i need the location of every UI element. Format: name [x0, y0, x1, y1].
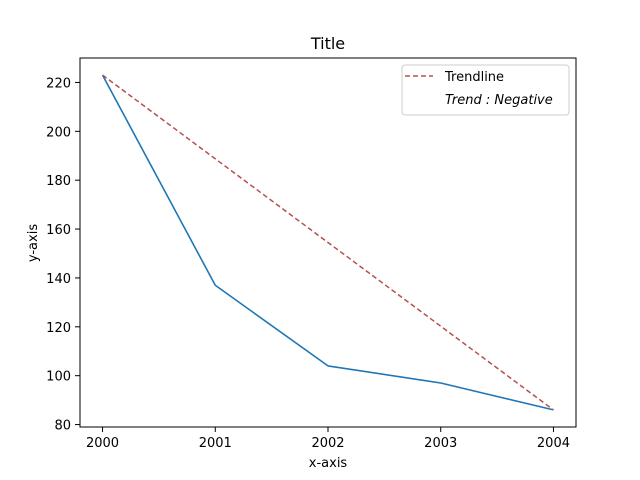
- x-tick-label: 2003: [424, 436, 457, 451]
- y-tick-label: 140: [46, 272, 71, 287]
- y-tick-label: 220: [46, 76, 71, 91]
- y-tick-label: 100: [46, 370, 71, 385]
- chart-title: Title: [310, 34, 345, 53]
- y-tick-label: 80: [54, 419, 71, 434]
- y-tick-label: 120: [46, 321, 71, 336]
- series-line: [101, 74, 554, 411]
- legend: Trendline Trend : Negative: [401, 64, 570, 116]
- y-tick-label: 200: [46, 125, 71, 140]
- y-axis-label: y-axis: [26, 224, 41, 262]
- plot-layer: [101, 74, 554, 411]
- x-axis-ticks: 2000 2001 2002 2003 2004: [86, 427, 570, 451]
- x-tick-label: 2000: [86, 436, 119, 451]
- y-axis-ticks: 80 100 120 140 160 180 200 220: [46, 76, 80, 434]
- x-tick-label: 2002: [311, 436, 344, 451]
- x-tick-label: 2001: [199, 436, 232, 451]
- y-tick-label: 160: [46, 223, 71, 238]
- legend-box: [401, 64, 570, 116]
- x-axis-label: x-axis: [309, 456, 348, 471]
- y-tick-label: 180: [46, 174, 71, 189]
- x-tick-label: 2004: [537, 436, 570, 451]
- legend-trendline-label: Trendline: [444, 70, 504, 85]
- legend-trend-annotation: Trend : Negative: [445, 93, 553, 108]
- trendline: [102, 74, 554, 411]
